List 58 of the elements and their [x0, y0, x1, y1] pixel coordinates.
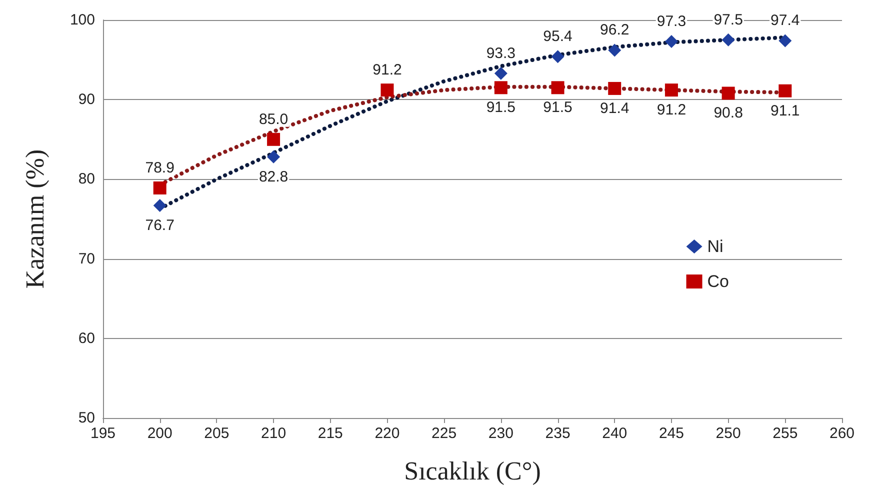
point: [494, 81, 508, 94]
data-label: 97.3: [656, 12, 686, 30]
data-label: 91.5: [486, 99, 516, 116]
x-tick-label: 215: [318, 425, 343, 442]
point: [267, 150, 280, 164]
point: [722, 86, 735, 100]
data-label: 76.7: [145, 216, 174, 234]
data-label: 91.5: [543, 99, 572, 116]
point: [551, 50, 564, 64]
data-label: 91.4: [600, 100, 630, 117]
point: [664, 34, 678, 48]
x-tick-label: 230: [488, 425, 514, 442]
point: [608, 44, 622, 57]
data-label: 91.1: [770, 102, 800, 120]
data-label: 90.8: [714, 104, 743, 122]
data-label: 85.0: [258, 110, 288, 128]
data-label: 91.2: [372, 62, 402, 79]
x-tick-label: 240: [602, 425, 628, 442]
data-label: 96.2: [600, 22, 630, 39]
x-tick-label: 260: [829, 425, 855, 442]
x-tick-label: 210: [261, 425, 286, 442]
y-tick-label: 60: [78, 330, 95, 347]
x-tick-label: 255: [772, 425, 798, 442]
legend-label: Co: [707, 272, 730, 291]
data-label: 97.4: [770, 12, 800, 30]
point: [267, 132, 280, 146]
data-label: 97.5: [714, 11, 743, 28]
x-tick-label: 220: [374, 425, 400, 442]
y-axis-title: Kazanım (%): [20, 149, 50, 289]
y-tick-label: 100: [70, 12, 95, 28]
point: [778, 84, 792, 98]
legend-label: Ni: [707, 237, 724, 256]
point: [153, 181, 166, 194]
x-tick-label: 200: [147, 425, 172, 442]
y-tick-label: 80: [78, 170, 95, 188]
y-tick-label: 70: [78, 250, 95, 268]
point: [722, 33, 735, 46]
x-axis-title: Sıcaklık (C°): [404, 456, 541, 486]
point: [494, 66, 508, 80]
point: [664, 84, 678, 97]
x-tick-label: 245: [658, 425, 684, 442]
x-tick-label: 235: [545, 425, 570, 442]
y-tick-label: 90: [78, 91, 95, 108]
x-tick-label: 195: [90, 425, 116, 442]
x-tick-label: 250: [716, 425, 741, 442]
data-label: 95.4: [543, 28, 572, 46]
point: [380, 84, 394, 97]
data-label: 78.9: [145, 159, 174, 176]
point: [778, 34, 792, 48]
y-tick-label: 50: [78, 410, 95, 426]
x-tick-label: 205: [204, 425, 230, 442]
point: [153, 198, 166, 212]
data-label: 91.2: [656, 102, 686, 119]
point: [608, 82, 622, 95]
point: [551, 81, 564, 94]
data-label: 82.8: [258, 168, 288, 186]
data-label: 93.3: [486, 44, 516, 62]
x-tick-label: 225: [432, 425, 457, 442]
